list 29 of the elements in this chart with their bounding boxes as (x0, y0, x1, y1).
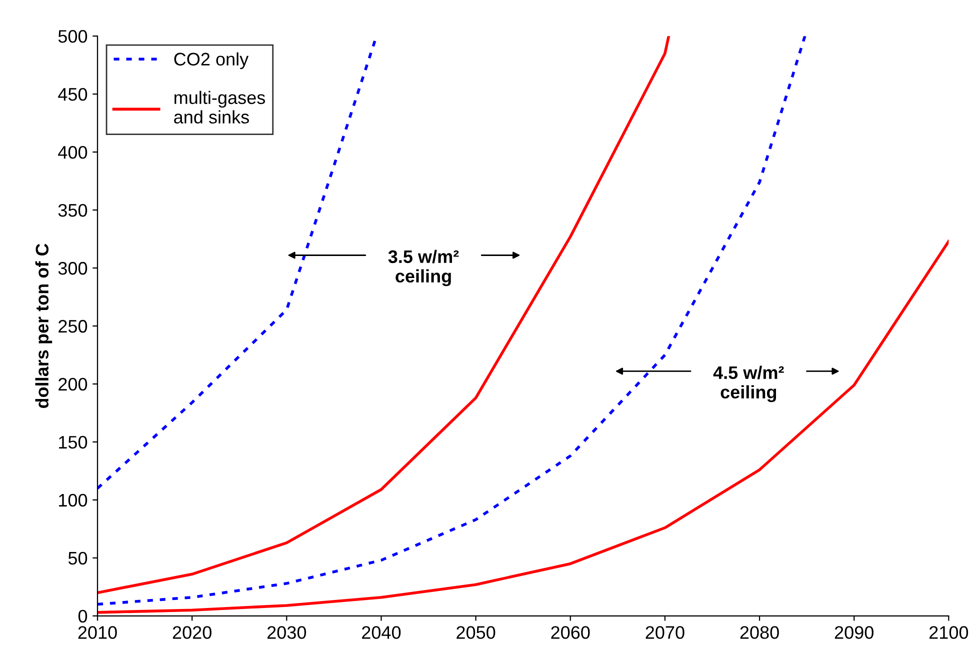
line-series (98, 36, 806, 606)
y-tick-label: 200 (58, 378, 88, 391)
x-tick-label: 2080 (740, 626, 779, 639)
x-tick-label: 2030 (267, 626, 306, 639)
y-tick-label: 400 (58, 146, 88, 159)
annotation: 4.5 w/m² ceiling (713, 366, 784, 402)
x-tick-label: 2060 (551, 626, 590, 639)
legend-label: CO2 only (174, 52, 249, 70)
x-tick-label: 2040 (362, 626, 401, 639)
x-tick-label: 2050 (456, 626, 496, 639)
x-tick-label: 2100 (930, 626, 968, 639)
y-tick-label: 150 (59, 436, 88, 449)
y-tick-label: 450 (58, 88, 88, 101)
y-axis-title: dollars per ton of C (35, 244, 52, 408)
line-series (98, 36, 670, 594)
y-tick-label: 0 (78, 610, 88, 623)
line-series (98, 240, 949, 614)
y-tick-label: 100 (59, 494, 88, 507)
y-tick-label: 500 (58, 30, 88, 43)
y-tick-label: 250 (58, 320, 88, 333)
y-tick-label: 350 (58, 204, 88, 217)
x-tick-label: 2020 (172, 626, 212, 639)
annotation: 3.5 w/m² ceiling (388, 250, 459, 286)
x-tick-label: 2010 (78, 626, 117, 639)
legend-label: multi-gases and sinks (174, 90, 265, 124)
y-tick-label: 50 (68, 552, 88, 565)
x-tick-label: 2070 (646, 626, 684, 639)
y-tick-label: 300 (58, 262, 88, 275)
x-tick-label: 2090 (834, 626, 874, 639)
